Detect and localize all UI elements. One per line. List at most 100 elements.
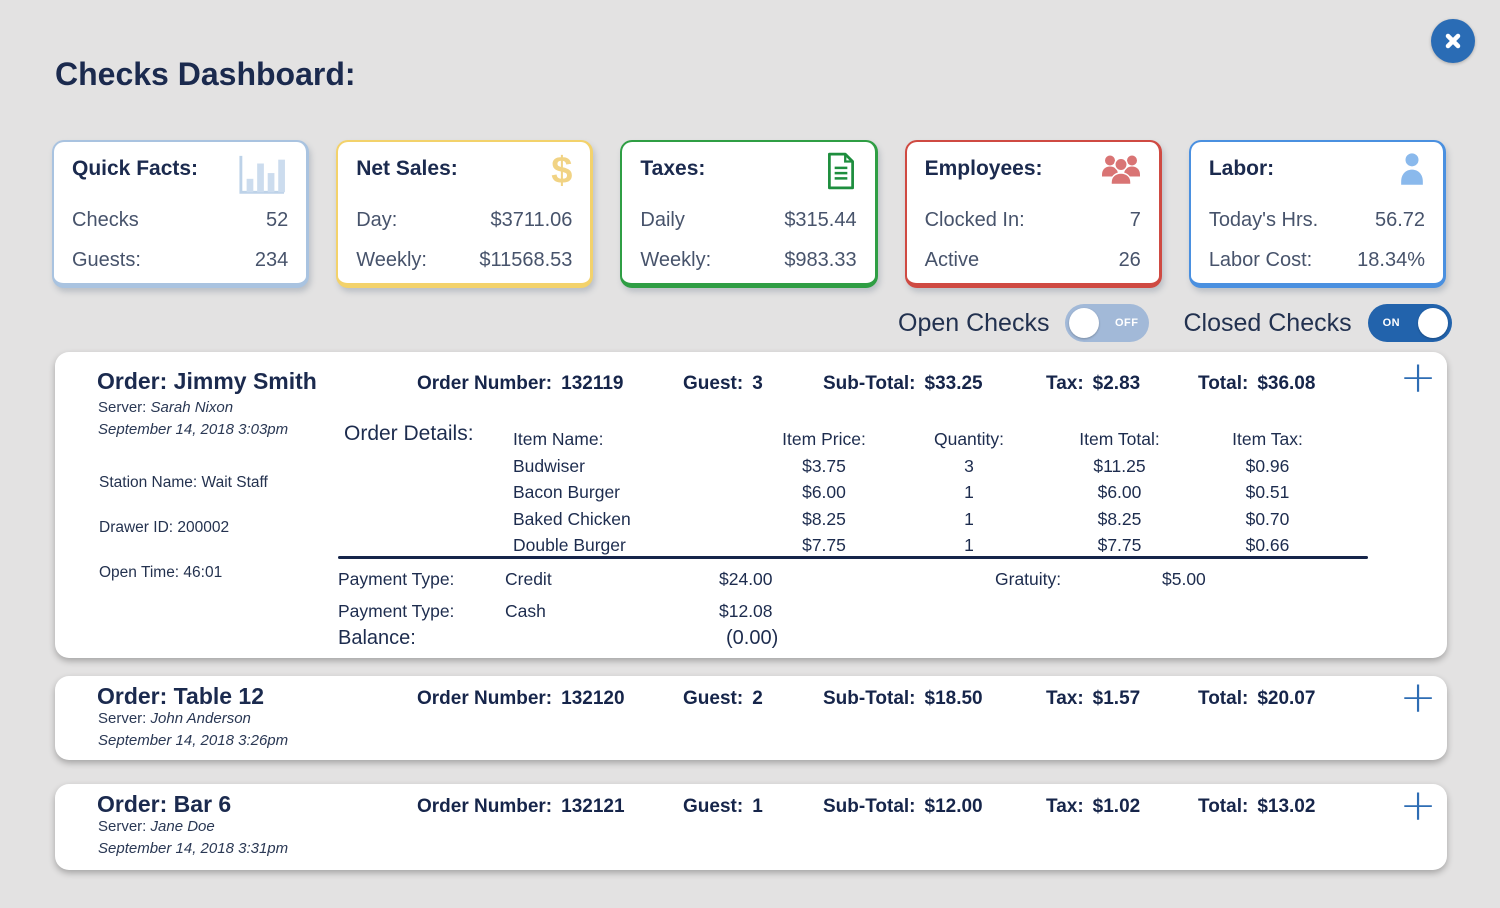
total: Total: $36.08 bbox=[1198, 373, 1316, 394]
stat-card-title: Net Sales: bbox=[356, 157, 458, 180]
expand-order-button[interactable]: + bbox=[1395, 784, 1441, 828]
item-name: Baked Chicken bbox=[513, 508, 631, 529]
stat-value: $983.33 bbox=[784, 248, 857, 271]
expand-order-button[interactable]: + bbox=[1395, 356, 1441, 400]
item-name: Double Burger bbox=[513, 535, 626, 556]
tax: Tax: $2.83 bbox=[1046, 373, 1141, 394]
guest-count: Guest: 3 bbox=[683, 373, 763, 394]
stat-value: $3711.06 bbox=[490, 208, 573, 231]
expand-order-button[interactable]: + bbox=[1395, 676, 1441, 720]
item-price: $6.00 bbox=[802, 482, 846, 503]
stat-label: Weekly: bbox=[356, 248, 427, 271]
item-quantity: 1 bbox=[964, 508, 974, 529]
stat-value: $315.44 bbox=[784, 208, 857, 231]
stat-label: Today's Hrs. bbox=[1208, 208, 1319, 231]
stat-card-labor: Labor: Today's Hrs. 56.72 Labor Cost: 18.3… bbox=[1188, 140, 1447, 288]
balance-label: Balance: bbox=[338, 627, 416, 649]
order-details-label: Order Details: bbox=[344, 422, 474, 445]
stat-label: Checks bbox=[72, 208, 139, 231]
people-icon bbox=[1101, 152, 1141, 191]
item-tax: $0.51 bbox=[1245, 482, 1290, 503]
stat-value: 234 bbox=[254, 248, 289, 271]
stat-value: 26 bbox=[1118, 248, 1141, 271]
stat-card-employees: Employees: Clocked In: 7 Active 26 bbox=[904, 140, 1162, 288]
guest-count: Guest: 1 bbox=[683, 796, 763, 817]
stat-label: Weekly: bbox=[640, 248, 712, 271]
item-name: Budwiser bbox=[513, 455, 585, 476]
stat-value: 56.72 bbox=[1374, 208, 1426, 231]
col-header-quantity: Quantity: bbox=[933, 429, 1005, 449]
dollar-icon: $ bbox=[551, 150, 573, 192]
payment-method: Credit bbox=[505, 569, 552, 589]
col-header-item-name: Item Name: bbox=[513, 429, 604, 449]
tax: Tax: $1.57 bbox=[1046, 688, 1141, 709]
person-icon bbox=[1399, 152, 1425, 189]
item-total: $8.25 bbox=[1097, 508, 1142, 529]
col-header-item-price: Item Price: bbox=[782, 429, 866, 449]
subtotal: Sub-Total: $33.25 bbox=[823, 373, 983, 394]
order-datetime: September 14, 2018 3:26pm bbox=[98, 732, 289, 749]
open-checks-label: Open Checks bbox=[898, 308, 1050, 337]
open-time: Open Time: 46:01 bbox=[99, 564, 223, 581]
stat-card-quick-facts: Quick Facts: Checks 52 Guests: 234 bbox=[52, 140, 310, 288]
gratuity-label: Gratuity: bbox=[995, 569, 1062, 589]
total: Total: $20.07 bbox=[1198, 688, 1316, 709]
item-total: $7.75 bbox=[1097, 535, 1142, 556]
payment-type-label: Payment Type: bbox=[338, 601, 455, 621]
item-price: $8.25 bbox=[802, 508, 846, 529]
server-name: Jane Doe bbox=[150, 818, 215, 835]
toggle-knob bbox=[1069, 308, 1100, 338]
order-datetime: September 14, 2018 3:31pm bbox=[98, 840, 289, 857]
order-title: Order: Table 12 bbox=[97, 683, 265, 709]
order-title: Order: Bar 6 bbox=[97, 791, 232, 817]
order-server: Server: Jane Doe bbox=[98, 818, 215, 835]
order-datetime: September 14, 2018 3:03pm bbox=[98, 421, 289, 438]
stat-card-title: Employees: bbox=[924, 157, 1043, 180]
payment-amount: $24.00 bbox=[719, 569, 773, 589]
item-quantity: 1 bbox=[964, 535, 974, 556]
item-tax: $0.66 bbox=[1245, 535, 1290, 556]
order-number: Order Number: 132121 bbox=[417, 796, 625, 817]
order-server: Server: Sarah Nixon bbox=[98, 399, 234, 416]
stat-label: Labor Cost: bbox=[1208, 248, 1313, 271]
filters-row: Open Checks OFF Closed Checks ON bbox=[898, 303, 1452, 343]
drawer-id: Drawer ID: 200002 bbox=[99, 519, 230, 536]
order-card[interactable]: Order: Table 12 Server: John Anderson Se… bbox=[55, 676, 1447, 760]
stat-card-net-sales: Net Sales: $ Day: $3711.06 Weekly: $11568.… bbox=[336, 140, 594, 288]
order-server: Server: John Anderson bbox=[98, 710, 251, 727]
bar-chart-icon bbox=[234, 152, 288, 202]
stat-value: $11568.53 bbox=[479, 248, 573, 271]
payment-amount: $12.08 bbox=[719, 601, 773, 621]
closed-checks-toggle[interactable]: ON bbox=[1367, 304, 1452, 342]
server-name: John Anderson bbox=[150, 710, 251, 727]
open-checks-toggle[interactable]: OFF bbox=[1065, 304, 1150, 342]
stat-card-title: Taxes: bbox=[640, 157, 706, 180]
gratuity-amount: $5.00 bbox=[1162, 569, 1206, 589]
stat-card-title: Quick Facts: bbox=[72, 157, 199, 180]
toggle-state-label: ON bbox=[1382, 317, 1401, 329]
closed-checks-label: Closed Checks bbox=[1183, 308, 1352, 337]
order-title: Order: Jimmy Smith bbox=[97, 368, 317, 394]
stat-card-title: Labor: bbox=[1208, 157, 1275, 180]
item-total: $6.00 bbox=[1097, 482, 1142, 503]
stat-value: 18.34% bbox=[1357, 248, 1426, 271]
close-icon bbox=[1445, 33, 1461, 49]
item-total: $11.25 bbox=[1093, 455, 1146, 476]
stat-label: Clocked In: bbox=[924, 208, 1025, 231]
stat-label: Daily bbox=[640, 208, 685, 231]
close-button[interactable] bbox=[1431, 19, 1475, 63]
stat-card-taxes: Taxes: Daily $315.44 Weekly: $983.33 bbox=[620, 140, 878, 288]
item-price: $7.75 bbox=[802, 535, 846, 556]
item-quantity: 1 bbox=[964, 482, 974, 503]
order-card[interactable]: Order: Jimmy Smith Server: Sarah Nixon S… bbox=[55, 352, 1447, 658]
col-header-item-total: Item Total: bbox=[1079, 429, 1160, 449]
stat-label: Guests: bbox=[72, 248, 141, 271]
payment-type-label: Payment Type: bbox=[338, 569, 455, 589]
tax: Tax: $1.02 bbox=[1046, 796, 1141, 817]
stat-value: 7 bbox=[1129, 208, 1141, 231]
order-items-table: Item Name: Item Price: Quantity: Item To… bbox=[513, 426, 1339, 559]
stat-value: 52 bbox=[265, 208, 289, 231]
station-name: Station Name: Wait Staff bbox=[99, 474, 268, 491]
order-card[interactable]: Order: Bar 6 Server: Jane Doe September … bbox=[55, 784, 1447, 870]
